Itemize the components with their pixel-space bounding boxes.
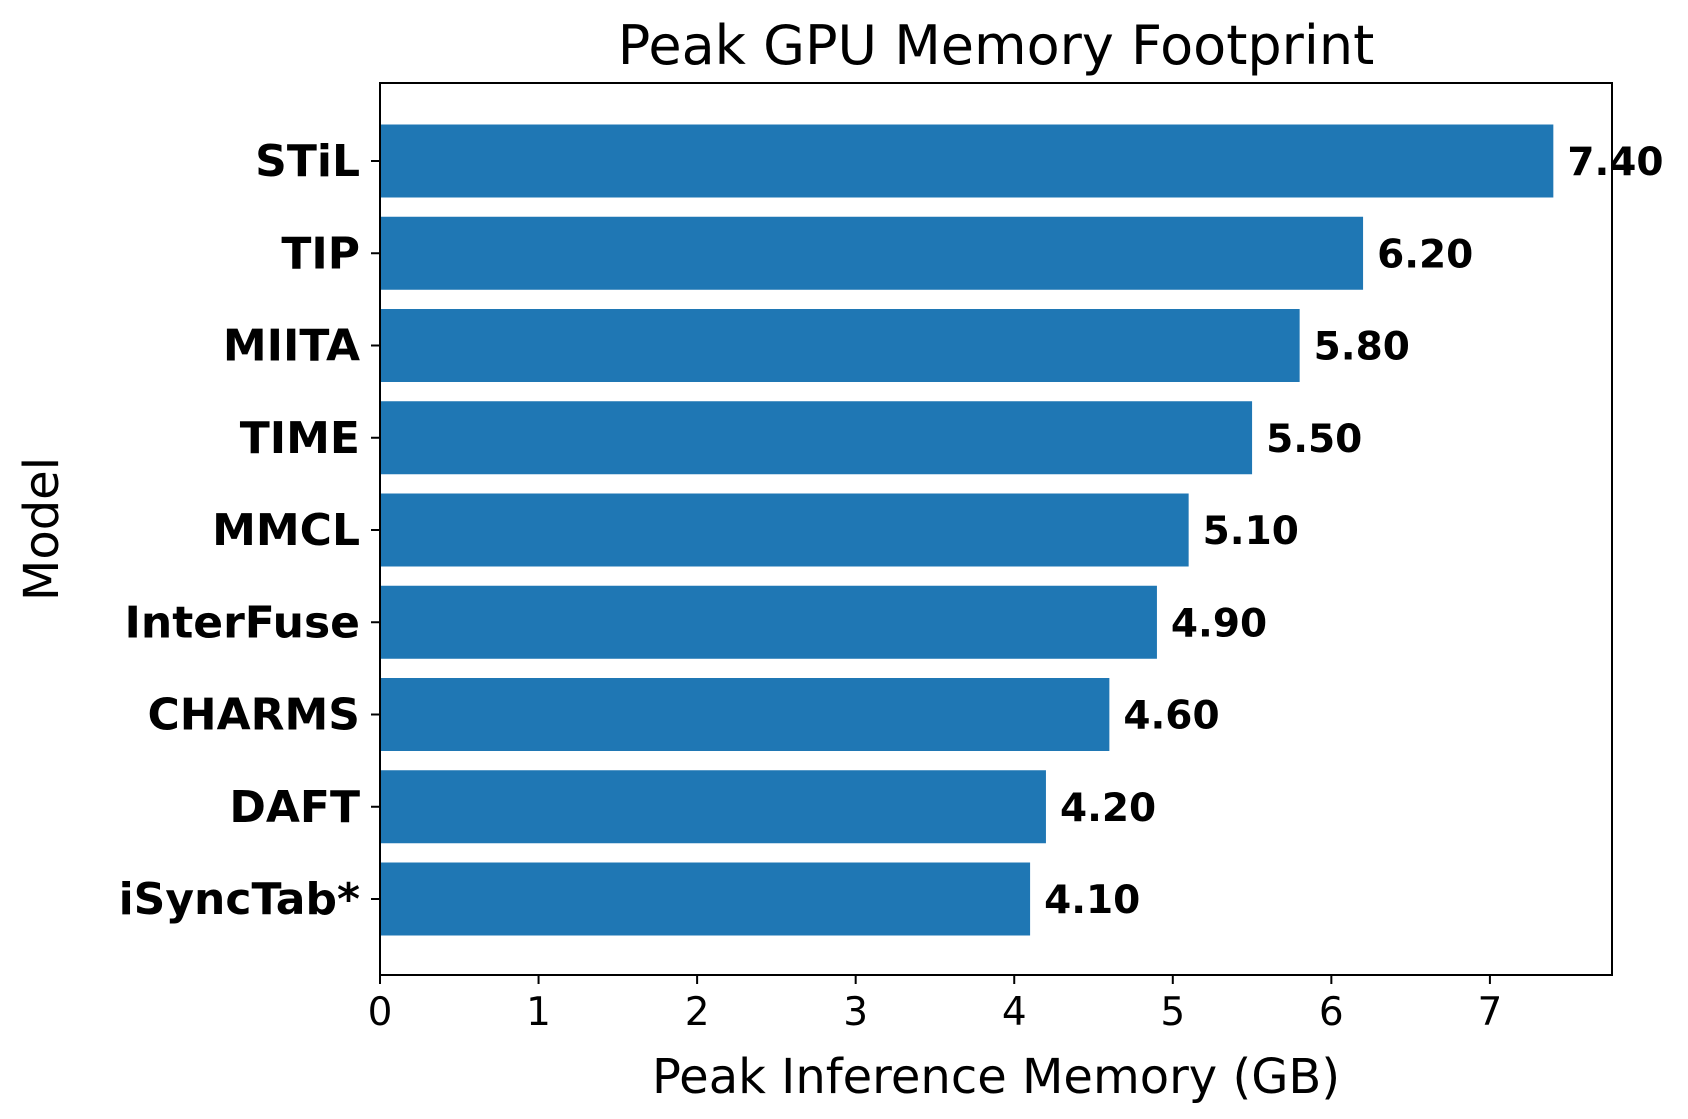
bar-value-label: 4.90 [1171,601,1267,646]
bars: 7.40 6.20 5.80 5.50 5.10 4.90 4.60 4.20 4.10 [380,124,1664,936]
y-tick-label: iSyncTab* [119,874,360,925]
y-tick-label: MMCL [212,505,360,556]
bar [380,862,1031,936]
bar [380,401,1253,475]
bar [380,770,1046,844]
bar-value-label: 5.50 [1266,417,1362,462]
y-axis: STiL TIP MIITA TIME MMCL InterFuse CHARMS DAFT i… [119,136,380,925]
bar [380,585,1157,659]
bar-value-label: 7.40 [1567,140,1663,185]
bar [380,124,1554,198]
y-tick-label: STiL [255,136,360,187]
bar [380,678,1110,751]
bar-value-label: 4.20 [1060,786,1156,831]
x-axis-label: Peak Inference Memory (GB) [652,1049,1340,1105]
x-tick-label: 1 [526,990,551,1035]
x-tick-label: 6 [1319,990,1344,1035]
x-axis: 0 1 2 3 4 5 6 7 [368,975,1502,1035]
x-tick-label: 5 [1160,990,1185,1035]
chart-title: Peak GPU Memory Footprint [618,14,1375,77]
x-tick-label: 4 [1002,990,1027,1035]
y-axis-label: Model [14,457,70,601]
y-tick-label: InterFuse [125,597,361,648]
bar-value-label: 4.60 [1123,694,1219,739]
bar-value-label: 5.10 [1203,509,1299,554]
bar-value-label: 5.80 [1314,325,1410,370]
bar-value-label: 6.20 [1377,232,1473,277]
y-tick-label: DAFT [229,782,360,833]
bar [380,309,1300,382]
y-tick-label: MIITA [223,321,360,372]
plot-frame [379,82,1613,976]
y-tick-label: TIP [281,228,360,279]
x-tick-label: 0 [368,990,393,1035]
y-tick-label: TIME [240,413,360,464]
bar-value-label: 4.10 [1044,878,1140,923]
x-tick-label: 7 [1477,990,1502,1035]
x-tick-label: 2 [685,990,710,1035]
bar [380,493,1189,567]
x-tick-label: 3 [843,990,868,1035]
bar [380,216,1364,290]
y-tick-label: CHARMS [147,690,360,741]
